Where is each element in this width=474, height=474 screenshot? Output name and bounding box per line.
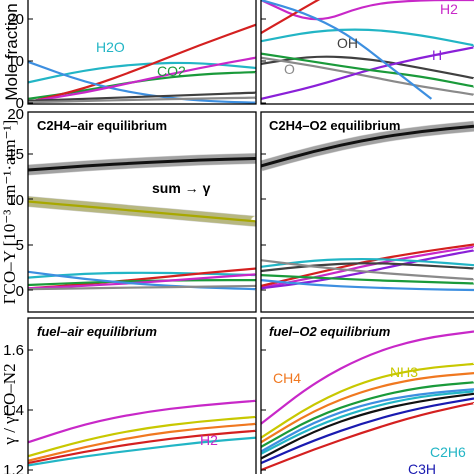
series-line-p5-5: [261, 390, 474, 455]
series-line-p2-5: [28, 273, 256, 290]
series-line-p2-6: [28, 270, 256, 291]
title-fuel-air: fuel–air equilibrium: [37, 324, 157, 339]
tick-label-p2-0: 0: [16, 283, 24, 300]
series-line-p3-2: [261, 243, 474, 287]
label-h2o: H2O: [96, 39, 125, 55]
tick-label-p0-20: 20: [7, 11, 24, 28]
series-line-p5-1: [261, 362, 474, 439]
series-line-p1-0: [261, 0, 474, 21]
series-line-p0-0: [28, 61, 256, 84]
tick-label-p4-1.2: 1.2: [3, 462, 24, 474]
label-h2-top: H2: [440, 1, 458, 17]
series-line-p3-0: [261, 124, 474, 168]
panel-5-frame: [260, 317, 474, 474]
panel-3-frame: [260, 111, 474, 313]
series-line-p0-3: [28, 60, 256, 104]
title-c2h4-air: C2H4–air equilibrium: [37, 118, 167, 133]
series-line-p3-1: [261, 245, 474, 289]
panel-1-series: [261, 0, 474, 100]
label-c2h6: C2H6: [430, 444, 466, 460]
series-line-p4-0: [28, 399, 256, 444]
series-line-p2-0: [28, 157, 256, 172]
ylabel-mole-fraction: Mole fraction: [2, 3, 21, 100]
series-line-p0-6: [28, 96, 256, 104]
label-sum-gamma: sum → γ: [152, 180, 211, 196]
series-line-p5-7: [261, 397, 474, 465]
tick-label-p2-15: 15: [7, 146, 24, 163]
tick-label-p0-0: 0: [16, 95, 24, 112]
label-o: O: [284, 61, 295, 77]
panel-5-series: [261, 330, 474, 472]
series-line-p0-4: [28, 56, 256, 103]
series-line-p2-1: [28, 200, 256, 223]
series-line-p2-7: [28, 284, 256, 291]
panel-0-series: [28, 23, 256, 104]
series-line-p2-4: [28, 278, 256, 287]
tick-label-p2-10: 10: [7, 192, 24, 209]
panel-1-frame: [260, 0, 474, 105]
tick-marks: [28, 18, 266, 471]
ylabel-gamma-co-y: ΓCO–Y [10⁻³ cm⁻¹·atm⁻¹]: [0, 120, 19, 305]
series-line-p4-1: [28, 415, 256, 458]
series-line-p5-8: [261, 401, 474, 472]
label-ch4: CH4: [273, 370, 301, 386]
tick-label-p4-1.6: 1.6: [3, 342, 24, 359]
label-h: H: [432, 47, 442, 63]
series-line-p5-2: [261, 372, 474, 444]
series-line-p3-6: [261, 259, 474, 281]
series-line-p5-4: [261, 388, 474, 453]
series-line-p1-2: [261, 56, 474, 96]
panel-0-frame: [27, 0, 257, 105]
series-line-p1-5: [261, 52, 474, 88]
tick-label-p0-10: 10: [7, 53, 24, 70]
series-line-p3-7: [261, 274, 474, 285]
title-c2h4-o2: C2H4–O2 equilibrium: [269, 118, 400, 133]
ylabel-gamma-ratio: γ / γCO–N2: [0, 363, 19, 445]
series-line-p3-8: [261, 279, 474, 292]
series-line-p0-2: [28, 23, 256, 104]
label-nh3: NH3: [390, 364, 418, 380]
series-line-p4-2: [28, 422, 256, 462]
series-line-p1-6: [261, 0, 321, 34]
series-line-p5-6: [261, 392, 474, 460]
label-c3h: C3H: [408, 461, 436, 474]
series-line-p0-5: [28, 91, 256, 102]
panel-2-series: [28, 153, 256, 291]
label-oh: OH: [337, 35, 358, 51]
series-line-p5-0: [261, 330, 474, 425]
tick-label-p4-1.4: 1.4: [3, 402, 24, 419]
panel-4-series: [28, 399, 256, 467]
series-line-p4-3: [28, 429, 256, 465]
panel-2-frame: [27, 111, 257, 313]
title-fuel-o2: fuel–O2 equilibrium: [269, 324, 391, 339]
label-co2: CO2: [157, 63, 186, 79]
series-line-p1-4: [261, 28, 474, 47]
label-h2-bottom: H2: [200, 432, 218, 448]
series-line-p4-4: [28, 436, 256, 467]
series-line-p5-3: [261, 381, 474, 448]
panel-4-frame: [27, 317, 257, 474]
tick-label-p2-20: 20: [7, 106, 24, 123]
series-line-p3-5: [261, 262, 474, 273]
panel-3-series: [261, 120, 474, 292]
tick-label-p2-5: 5: [16, 237, 24, 254]
series-line-p1-7: [261, 0, 433, 100]
